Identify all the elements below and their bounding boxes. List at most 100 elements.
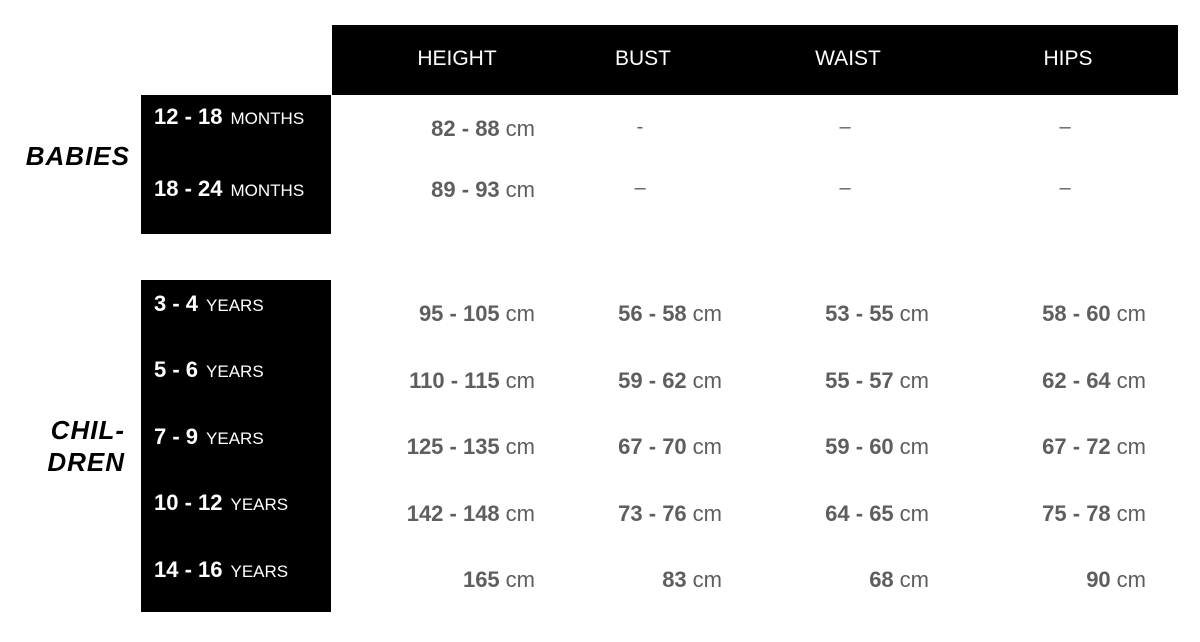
empty-cell: –	[1059, 177, 1071, 199]
measurement-value: 53 - 55	[825, 301, 894, 326]
measurement-unit: cm	[899, 434, 929, 459]
age-unit: MONTHS	[230, 181, 305, 200]
age-range: 3 - 4	[154, 291, 199, 316]
measurement-unit: cm	[505, 434, 535, 459]
empty-cell: –	[1059, 116, 1071, 138]
age-range-label: 7 - 9 YEARS	[154, 424, 264, 450]
measurement-cell: 67 - 72 cm	[1042, 434, 1146, 460]
measurement-cell: 59 - 62 cm	[618, 368, 722, 394]
measurement-cell: 64 - 65 cm	[825, 501, 929, 527]
age-range: 18 - 24	[154, 176, 223, 201]
measurement-unit: cm	[692, 368, 722, 393]
age-unit: YEARS	[230, 495, 289, 514]
measurement-unit: cm	[899, 301, 929, 326]
empty-cell: -	[636, 116, 644, 138]
measurement-cell: 165 cm	[463, 567, 535, 593]
measurement-value: 59 - 62	[618, 368, 687, 393]
measurement-value: 125 - 135	[406, 434, 500, 459]
measurement-value: 83	[662, 567, 687, 592]
column-header-height: HEIGHT	[417, 47, 497, 70]
measurement-unit: cm	[899, 368, 929, 393]
age-unit: YEARS	[206, 296, 264, 315]
measurement-unit: cm	[1116, 434, 1146, 459]
measurement-value: 59 - 60	[825, 434, 894, 459]
age-unit: YEARS	[206, 429, 264, 448]
measurement-cell: 125 - 135 cm	[407, 434, 535, 460]
measurement-unit: cm	[505, 368, 535, 393]
measurement-unit: cm	[505, 501, 535, 526]
age-range-label: 5 - 6 YEARS	[154, 357, 264, 383]
measurement-value: 95 - 105	[418, 301, 500, 326]
age-unit: MONTHS	[230, 109, 305, 128]
measurement-cell: 82 - 88 cm	[431, 116, 535, 142]
age-unit: YEARS	[230, 562, 289, 581]
measurement-unit: cm	[1116, 567, 1146, 592]
measurement-value: 82 - 88	[431, 116, 500, 141]
measurement-value: 165	[462, 567, 500, 592]
measurement-cell: 73 - 76 cm	[618, 501, 722, 527]
measurement-cell: 55 - 57 cm	[825, 368, 929, 394]
measurement-cell: 75 - 78 cm	[1042, 501, 1146, 527]
empty-cell: –	[839, 177, 851, 199]
column-header-waist: WAIST	[815, 47, 881, 70]
measurement-value: 110 - 115	[409, 368, 500, 393]
measurement-unit: cm	[505, 301, 535, 326]
measurement-value: 56 - 58	[618, 301, 687, 326]
measurement-value: 64 - 65	[825, 501, 894, 526]
measurement-unit: cm	[505, 177, 535, 202]
measurement-value: 89 - 93	[431, 177, 500, 202]
babies-age-column	[141, 95, 331, 234]
age-range: 7 - 9	[154, 424, 199, 449]
measurement-unit: cm	[899, 501, 929, 526]
measurement-value: 62 - 64	[1042, 368, 1111, 393]
group-label-line: BABIES	[25, 141, 130, 171]
age-range-label: 10 - 12 YEARS	[154, 490, 288, 516]
column-header-hips: HIPS	[1043, 47, 1093, 70]
measurement-cell: 67 - 70 cm	[618, 434, 722, 460]
measurement-cell: 90 cm	[1086, 567, 1146, 593]
age-range: 10 - 12	[154, 490, 223, 515]
measurement-cell: 95 - 105 cm	[419, 301, 535, 327]
measurement-cell: 59 - 60 cm	[825, 434, 929, 460]
measurement-value: 68	[869, 567, 894, 592]
measurement-unit: cm	[899, 567, 929, 592]
measurement-unit: cm	[505, 116, 535, 141]
measurement-value: 90	[1086, 567, 1111, 592]
measurement-unit: cm	[1116, 501, 1146, 526]
measurement-value: 58 - 60	[1042, 301, 1111, 326]
measurement-cell: 56 - 58 cm	[618, 301, 722, 327]
measurement-unit: cm	[692, 567, 722, 592]
group-label-line: CHIL-	[50, 415, 125, 445]
measurement-value: 73 - 76	[618, 501, 687, 526]
measurement-cell: 68 cm	[869, 567, 929, 593]
measurement-cell: 53 - 55 cm	[825, 301, 929, 327]
age-range-label: 12 - 18 MONTHS	[154, 104, 304, 130]
age-range-label: 18 - 24 MONTHS	[154, 176, 304, 202]
measurement-cell: 142 - 148 cm	[407, 501, 535, 527]
measurement-unit: cm	[1116, 301, 1146, 326]
age-unit: YEARS	[206, 362, 264, 381]
measurement-value: 67 - 72	[1042, 434, 1111, 459]
group-label-children: CHIL- DREN	[47, 414, 125, 478]
age-range: 14 - 16	[154, 557, 223, 582]
measurement-cell: 83 cm	[662, 567, 722, 593]
measurement-value: 75 - 78	[1042, 501, 1111, 526]
age-range-label: 14 - 16 YEARS	[154, 557, 288, 583]
measurement-cell: 62 - 64 cm	[1042, 368, 1146, 394]
children-age-column	[141, 280, 331, 612]
empty-cell: –	[634, 177, 646, 199]
measurement-unit: cm	[692, 501, 722, 526]
measurement-value: 142 - 148	[406, 501, 500, 526]
age-range-label: 3 - 4 YEARS	[154, 291, 264, 317]
column-header-bar	[332, 25, 1178, 95]
measurement-cell: 58 - 60 cm	[1042, 301, 1146, 327]
measurement-unit: cm	[692, 301, 722, 326]
column-header-bust: BUST	[614, 47, 672, 70]
age-range: 12 - 18	[154, 104, 223, 129]
measurement-cell: 89 - 93 cm	[431, 177, 535, 203]
measurement-value: 67 - 70	[618, 434, 687, 459]
measurement-unit: cm	[505, 567, 535, 592]
age-range: 5 - 6	[154, 357, 199, 382]
measurement-unit: cm	[1116, 368, 1146, 393]
group-label-babies: BABIES	[26, 140, 130, 172]
